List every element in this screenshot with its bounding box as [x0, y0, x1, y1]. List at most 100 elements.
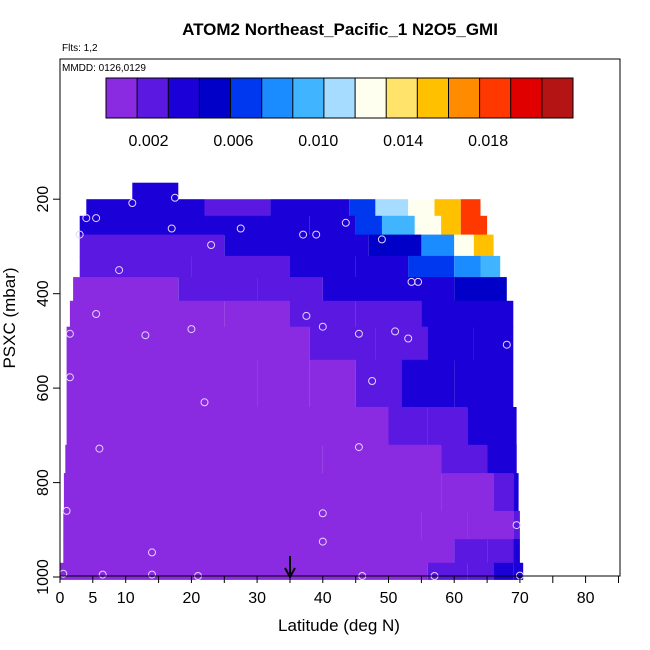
- heat-cell: [66, 326, 244, 361]
- heat-cell: [421, 300, 474, 328]
- data-point: [318, 537, 327, 546]
- heat-cell: [513, 539, 520, 564]
- colorbar-frame: [105, 77, 574, 119]
- heat-cell: [73, 277, 179, 302]
- colorbar-swatch: [199, 78, 231, 118]
- data-point: [75, 230, 84, 239]
- heat-cell: [487, 444, 517, 474]
- data-point: [354, 329, 363, 338]
- heat-cell: [309, 215, 356, 236]
- heat-cell: [414, 215, 442, 236]
- heat-cell: [257, 277, 323, 302]
- x-tick-label: 30: [248, 590, 266, 607]
- heat-cell: [204, 199, 271, 217]
- colorbar-tick-label: 0.018: [468, 133, 508, 150]
- colorbar-swatch: [448, 78, 480, 118]
- heat-cell: [270, 199, 349, 217]
- heat-cell: [427, 407, 468, 446]
- heat-cell: [513, 562, 524, 580]
- x-axis-label: Latitude (deg N): [278, 616, 400, 635]
- heat-cell: [244, 326, 310, 361]
- data-points: [59, 193, 524, 580]
- heat-cell: [79, 215, 205, 236]
- data-point: [148, 548, 156, 557]
- x-tick-label: 40: [314, 590, 332, 607]
- heat-cell: [454, 255, 481, 278]
- x-tick-label: 5: [88, 590, 97, 607]
- heat-cell: [63, 510, 422, 540]
- colorbar-swatch: [106, 78, 138, 118]
- heat-cell: [368, 234, 422, 257]
- data-point: [391, 327, 400, 336]
- colorbar-swatch: [541, 78, 574, 118]
- heat-cell: [290, 255, 356, 278]
- data-point: [65, 373, 74, 382]
- data-point: [115, 266, 124, 275]
- x-tick-label: 50: [380, 590, 398, 607]
- heat-cell: [355, 359, 402, 408]
- heat-cell: [513, 473, 519, 512]
- heat-cell: [322, 444, 389, 474]
- x-tick-label: 80: [577, 590, 595, 607]
- data-point: [299, 230, 308, 239]
- heat-cell: [66, 359, 258, 408]
- colorbar-swatch: [137, 78, 169, 118]
- colorbar-swatch: [230, 78, 262, 118]
- heat-cell: [375, 199, 409, 217]
- heat-cell: [355, 215, 382, 236]
- heat-cell: [375, 326, 428, 361]
- heat-cell: [191, 255, 290, 278]
- heat-cell: [388, 407, 428, 446]
- colorbar-swatch: [479, 78, 512, 118]
- y-tick-label: 400: [35, 280, 52, 307]
- heat-cell: [408, 199, 435, 217]
- chart-title: ATOM2 Northeast_Pacific_1 N2O5_GMI: [182, 20, 498, 39]
- heat-cell: [355, 255, 409, 278]
- data-point: [354, 443, 363, 452]
- heat-cell: [454, 277, 507, 302]
- data-point: [341, 218, 350, 227]
- heat-cell: [335, 407, 389, 446]
- data-point: [148, 570, 156, 579]
- data-point: [187, 325, 196, 334]
- heat-cell: [388, 539, 455, 564]
- colorbar-ticks: 0.002 0.006 0.010 0.014 0.018: [128, 133, 508, 150]
- heat-cell: [473, 326, 514, 361]
- data-point: [318, 509, 327, 518]
- data-point: [167, 224, 176, 233]
- colorbar-tick-label: 0.006: [213, 133, 253, 150]
- heat-cell: [434, 199, 461, 217]
- heat-cell: [63, 473, 389, 512]
- heat-cell: [63, 539, 389, 564]
- heat-cell: [132, 182, 179, 200]
- x-tick-label: 20: [183, 590, 201, 607]
- heat-cell: [460, 199, 481, 217]
- data-point: [207, 241, 216, 249]
- data-point: [312, 230, 321, 239]
- heat-cell: [204, 215, 310, 236]
- heat-cell: [86, 199, 205, 217]
- colorbar-swatch: [386, 78, 418, 118]
- heat-cell: [257, 359, 310, 408]
- arrow-head: [284, 567, 296, 580]
- heat-cell: [69, 300, 225, 328]
- heat-cell: [224, 300, 290, 328]
- colorbar-swatch: [417, 78, 449, 118]
- plot-frame: [59, 58, 621, 577]
- heat-cell: [473, 234, 494, 257]
- heat-cell: [454, 539, 487, 564]
- colorbar-swatch: [261, 78, 294, 118]
- flights-label: Flts: 1,2: [62, 43, 98, 54]
- heat-cell: [421, 510, 468, 540]
- x-axis: 0 5 10 20 30 40 50 60 70 80: [56, 576, 619, 607]
- dates-label: MMDD: 0126,0129: [62, 63, 146, 74]
- data-point: [236, 224, 245, 233]
- heat-cell: [388, 562, 428, 580]
- heat-cell: [467, 510, 514, 540]
- heat-cell: [441, 444, 488, 474]
- heat-cell: [388, 473, 442, 512]
- colorbar-swatch: [510, 78, 543, 118]
- heat-cell: [427, 562, 468, 580]
- colorbar-tick-label: 0.002: [128, 133, 168, 150]
